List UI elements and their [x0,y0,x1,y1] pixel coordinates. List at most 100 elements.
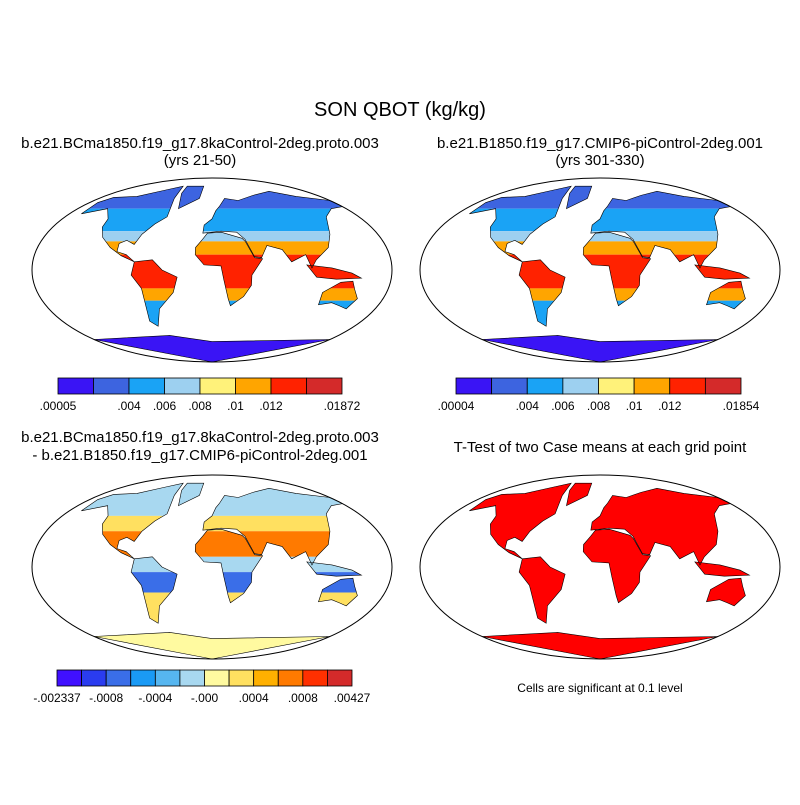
colorbar-label: .012 [259,399,283,413]
coastline [94,335,330,363]
map [469,483,750,659]
coastline [178,185,205,210]
colorbar-label: .0004 [239,691,269,705]
map [81,186,362,362]
colorbar-cell [179,669,205,687]
colorbar-cell [235,377,272,395]
map-border [31,177,393,363]
colorbar-label: -.0008 [89,691,123,705]
colorbar-label: .012 [658,399,682,413]
colorbar-label: .004 [117,399,141,413]
coastline [202,190,344,269]
colorbar-cell [228,669,255,687]
colorbar-cell [562,377,599,395]
panel-title: b.e21.BCma1850.f19_g17.8kaControl-2deg.p… [21,135,379,152]
coastline [582,231,652,307]
panel-title: b.e21.B1850.f19_g17.CMIP6-piControl-2deg… [437,135,763,152]
map [81,483,362,659]
colorbar-cell [56,669,82,687]
coastline [194,528,264,604]
map-border [419,474,781,660]
coastline [306,264,363,280]
coastline [94,632,330,660]
colorbar-label: .0008 [288,691,318,705]
colorbar-cell [199,377,236,395]
colorbar-label: .006 [551,399,575,413]
colorbar-cell [327,669,353,687]
colorbar-cell [130,669,156,687]
colorbar-cell [204,669,230,687]
panel-title: (yrs 21-50) [164,152,237,169]
coastline [202,487,344,566]
coastline [482,335,718,363]
colorbar-cell [526,377,564,395]
colorbar-cell [277,669,304,687]
coastline [130,259,178,327]
map-band [469,254,750,289]
coastline [81,482,184,560]
coastline [706,280,746,310]
colorbar-label: -.0004 [138,691,172,705]
map-band [81,592,362,629]
map-band [81,556,362,573]
coastline [318,577,358,607]
coastline [518,556,566,624]
coastline [130,556,178,624]
coastline [566,482,593,507]
colorbar-label: .00004 [438,399,475,413]
panel-title: T-Test of two Case means at each grid po… [454,439,747,456]
map-band [469,483,750,659]
figure-title: SON QBOT (kg/kg) [314,99,486,121]
coastline [469,185,572,263]
map-band [81,288,362,301]
colorbar-cell [302,669,328,687]
colorbar-cell [633,377,671,395]
panel-note: Cells are significant at 0.1 level [517,681,682,695]
map-band [81,241,362,255]
map-band [81,531,362,557]
coastline [482,632,718,660]
colorbar-label: .00005 [40,399,77,413]
colorbar-label: -.000 [191,691,219,705]
coastline [469,482,572,560]
colorbar-cell [105,669,132,687]
colorbar-cell [598,377,635,395]
coastline [178,482,205,507]
coastline [81,185,184,263]
colorbar-cell [128,377,165,395]
map-band [469,231,750,242]
colorbar-label: .01 [227,399,244,413]
colorbar-cell [306,377,343,395]
colorbar-cell [270,377,307,395]
colorbar-label: .006 [153,399,177,413]
map-band [81,572,362,593]
map-border [419,177,781,363]
colorbar-cell [57,377,94,395]
colorbar-label: .008 [188,399,212,413]
colorbar-cell [164,377,201,395]
colorbar-label: .01854 [723,399,760,413]
map-band [81,231,362,242]
coastline [590,190,732,269]
colorbar-cell [154,669,181,687]
coastline [694,264,751,280]
colorbar-label: .00427 [334,691,371,705]
map-border [31,474,393,660]
map-band [469,208,750,232]
coastline [590,487,732,566]
colorbar-label: .01872 [324,399,361,413]
coastline [518,259,566,327]
colorbar-cell [669,377,706,395]
panel-title: (yrs 301-330) [555,152,644,169]
colorbar-cell [81,669,107,687]
panel-title: b.e21.BCma1850.f19_g17.8kaControl-2deg.p… [21,429,379,446]
colorbar-label: .01 [626,399,643,413]
colorbar-cell [704,377,742,395]
colorbar-cell [93,377,130,395]
map [469,186,750,362]
map-band [81,208,362,232]
colorbar-label: .008 [587,399,611,413]
coastline [706,577,746,607]
colorbar-cell [491,377,528,395]
